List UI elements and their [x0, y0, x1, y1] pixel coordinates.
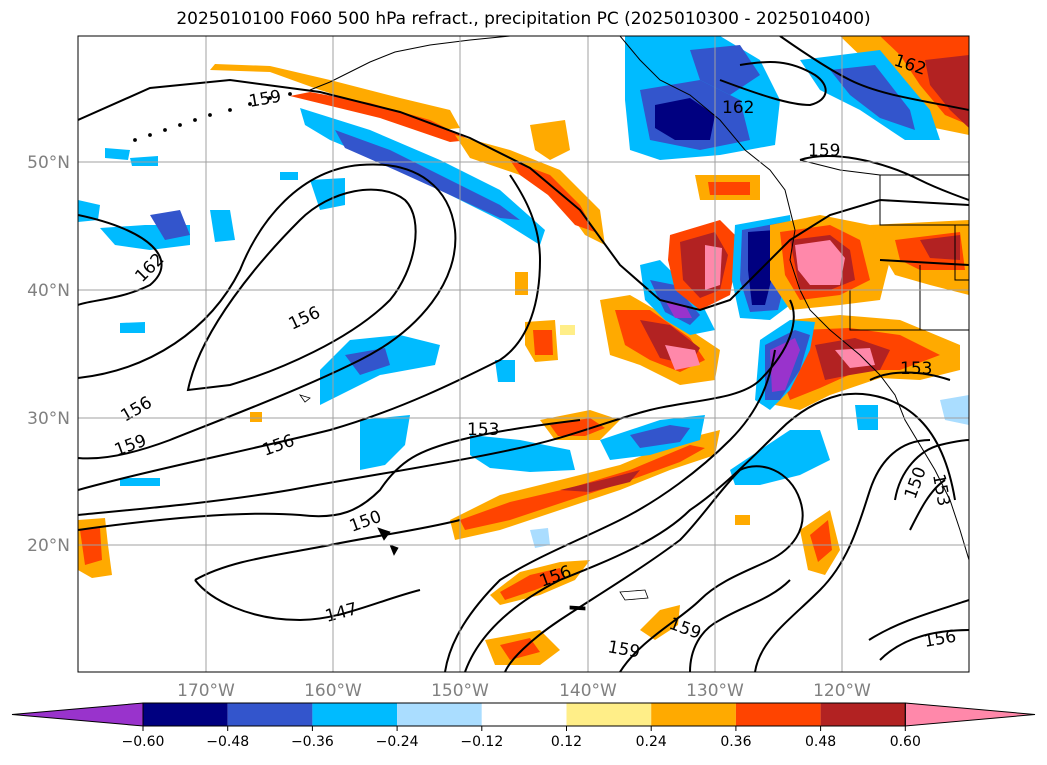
- lon-label-150w: 150°W: [431, 681, 489, 701]
- lat-label-50n: 50°N: [27, 153, 70, 173]
- colorbar-segment: [651, 703, 736, 726]
- latitude-labels: 50°N 40°N 30°N 20°N: [27, 153, 70, 556]
- colorbar-tick-label: 0.24: [636, 734, 667, 750]
- contour-label-153-mid: 153: [467, 420, 499, 440]
- map-frame: [77, 35, 970, 673]
- colorbar-tick-label: 0.48: [805, 734, 836, 750]
- colorbar-segment: [566, 703, 652, 726]
- colorbar-tick-label: 0.12: [551, 734, 582, 750]
- longitude-labels: 170°W 160°W 150°W 140°W 130°W 120°W: [177, 681, 871, 701]
- colorbar: −0.60 −0.48 −0.36 −0.24 −0.12 0.12 0.24 0.36 0.4…: [11, 702, 1036, 750]
- lon-label-120w: 120°W: [813, 681, 871, 701]
- islands: [133, 92, 649, 611]
- colorbar-extend-high: [904, 702, 1036, 727]
- colorbar-outline: [142, 702, 906, 727]
- lat-label-30n: 30°N: [27, 409, 70, 429]
- gridlines: [78, 36, 969, 672]
- colorbar-segment: [227, 703, 313, 726]
- colorbar-segment: [143, 703, 228, 726]
- colorbar-segment: [397, 703, 482, 726]
- colorbar-segment: [735, 703, 821, 726]
- colorbar-tick-label: −0.24: [376, 734, 419, 750]
- colorbar-segment: [481, 703, 567, 726]
- colorbar-tick-label: −0.36: [291, 734, 334, 750]
- lon-label-130w: 130°W: [686, 681, 744, 701]
- colorbar-segment: [820, 703, 906, 726]
- colorbar-tick-label: −0.60: [122, 734, 165, 750]
- map-area: 162 162 159 159 162 156 156 159 156 153 …: [77, 35, 970, 673]
- colorbar-extend-low: [11, 702, 144, 727]
- colorbar-segment: [312, 703, 398, 726]
- map-title: 2025010100 F060 500 hPa refract., precip…: [176, 9, 871, 29]
- lon-label-170w: 170°W: [177, 681, 235, 701]
- colorbar-tick-label: 0.60: [890, 734, 921, 750]
- lat-label-40n: 40°N: [27, 281, 70, 301]
- contour-label-159-ne: 159: [808, 141, 840, 161]
- lat-label-20n: 20°N: [27, 536, 70, 556]
- colorbar-tick-label: −0.12: [460, 734, 503, 750]
- colorbar-tick-label: 0.36: [720, 734, 751, 750]
- colorbar-tick-label: −0.48: [206, 734, 249, 750]
- contour-label-153-e: 153: [900, 359, 932, 379]
- lon-label-160w: 160°W: [304, 681, 362, 701]
- lon-label-140w: 140°W: [559, 681, 617, 701]
- contour-label-162-bc: 162: [722, 98, 754, 118]
